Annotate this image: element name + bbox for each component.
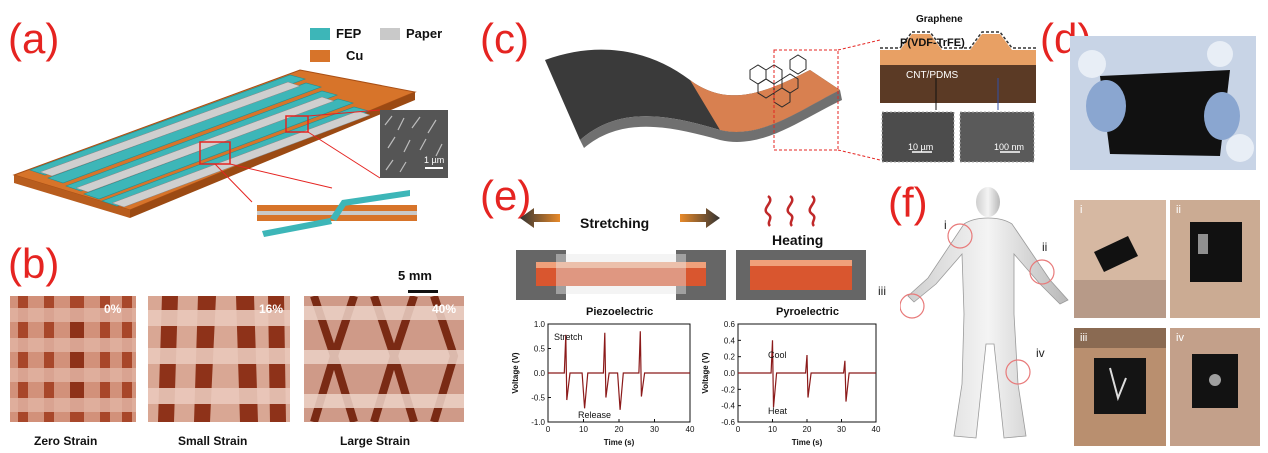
y-tick-label: 0.6 [724, 320, 736, 329]
panel-e-letter: (e) [480, 172, 532, 219]
x-tick-label: 20 [803, 425, 812, 434]
y-tick-label: -1.0 [531, 418, 545, 427]
marker-ii: ii [1042, 240, 1048, 254]
strain-percent-zero: 0% [104, 302, 122, 316]
chart-annotation: Heat [768, 406, 788, 416]
pyro-device [736, 250, 866, 300]
y-tick-label: -0.5 [531, 394, 545, 403]
caption-small-strain: Small Strain [178, 434, 248, 448]
y-tick-label: -0.6 [721, 418, 735, 427]
human-figure [900, 187, 1069, 439]
photo-label-ii: ii [1176, 204, 1181, 216]
chart-annotation: Release [578, 410, 611, 420]
y-tick-label: 0.2 [724, 353, 736, 362]
scale-bar [408, 290, 438, 293]
voltage-series-line [738, 340, 876, 408]
sem-a-scale-label: 1 µm [424, 155, 445, 165]
y-tick-label: 0.5 [534, 345, 546, 354]
y-tick-label: 0.0 [534, 369, 546, 378]
panel-a-letter: (a) [8, 15, 60, 62]
piezo-voltage-chart: -1.0 -0.5 0.0 0.5 1.0 0 10 20 30 40 Time (s) Voltag… [511, 320, 695, 447]
pyro-label: Pyroelectric [776, 306, 839, 318]
pyro-voltage-chart: -0.6 -0.4 -0.2 0.0 0.2 0.4 0.6 0 10 20 30 40 Time (s… [701, 320, 881, 447]
panel-d-photo [1070, 36, 1256, 170]
voltage-series-line [548, 331, 690, 410]
y-tick-label: -0.4 [721, 402, 735, 411]
photo-label-i: i [1080, 204, 1083, 216]
stretching-label: Stretching [580, 215, 650, 231]
photo-label-iv: iv [1176, 332, 1184, 344]
caption-zero-strain: Zero Strain [34, 434, 98, 448]
y-axis-label: Voltage (V) [701, 352, 710, 394]
marker-i: i [944, 218, 947, 232]
scale-bar-label: 5 mm [398, 268, 432, 283]
x-tick-label: 0 [546, 425, 551, 434]
x-axis-label: Time (s) [792, 438, 823, 447]
piezo-device [516, 250, 726, 300]
x-tick-label: 40 [686, 425, 695, 434]
legend-fep-label: FEP [336, 26, 362, 41]
legend-paper-label: Paper [406, 26, 443, 41]
y-tick-label: 1.0 [534, 320, 546, 329]
chart-annotation: Stretch [554, 332, 583, 342]
caption-large-strain: Large Strain [340, 434, 411, 448]
marker-iii: iii [878, 284, 886, 298]
legend-cu-label: Cu [346, 48, 364, 63]
layer-cnt-label: CNT/PDMS [906, 70, 959, 81]
heating-label: Heating [772, 232, 824, 248]
strain-image-large [304, 296, 464, 422]
strain-image-small [148, 296, 290, 422]
x-tick-label: 20 [615, 425, 624, 434]
x-tick-label: 30 [650, 425, 659, 434]
strain-image-zero [10, 296, 136, 422]
layer-graphene-label: Graphene [916, 14, 963, 25]
sem-c-scale-2: 100 nm [994, 142, 1025, 152]
y-tick-label: 0.0 [724, 369, 736, 378]
panel-c-letter: (c) [480, 15, 529, 62]
patch-photo-ii [1170, 200, 1260, 318]
sem-c-scale-1: 10 µm [908, 142, 934, 152]
panel-c-layers [880, 31, 1036, 163]
x-tick-label: 10 [768, 425, 777, 434]
x-tick-label: 0 [736, 425, 741, 434]
x-tick-label: 30 [837, 425, 846, 434]
panel-b-letter: (b) [8, 240, 60, 287]
piezo-label: Piezoelectric [586, 306, 654, 318]
patch-photo-i [1074, 200, 1166, 318]
marker-iv: iv [1036, 346, 1045, 360]
chart-annotation: Cool [768, 350, 787, 360]
y-axis-label: Voltage (V) [511, 352, 520, 394]
strain-percent-large: 40% [432, 302, 457, 316]
x-tick-label: 10 [579, 425, 588, 434]
y-tick-label: -0.2 [721, 385, 735, 394]
photo-label-iii: iii [1080, 332, 1088, 344]
y-tick-label: 0.4 [724, 336, 736, 345]
panel-a-schematic [12, 28, 448, 237]
x-axis-label: Time (s) [604, 438, 635, 447]
layer-pvdf-label: P(VDF-TrFE) [900, 37, 965, 49]
heat-wave-icon [764, 195, 816, 227]
patch-photo-iii [1074, 328, 1166, 446]
patch-photo-iv [1170, 328, 1260, 446]
panel-c-film [545, 39, 880, 161]
strain-percent-small: 16% [259, 302, 284, 316]
stretch-arrows [520, 208, 720, 228]
panel-f-letter: (f) [888, 179, 928, 226]
x-tick-label: 40 [872, 425, 881, 434]
